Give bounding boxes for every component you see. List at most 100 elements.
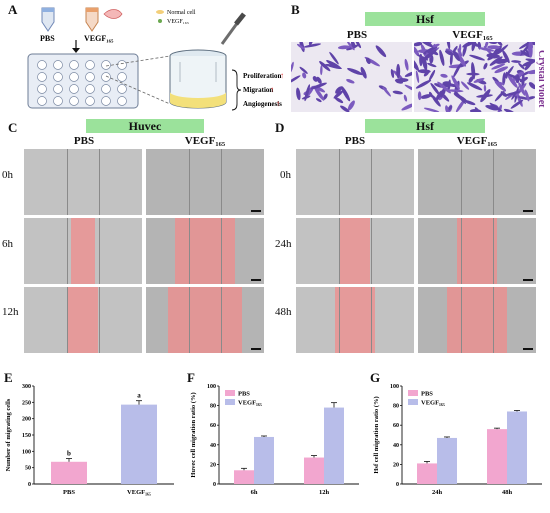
stained-cell bbox=[461, 81, 470, 90]
y-tick-label: 40 bbox=[210, 443, 216, 449]
stained-cell bbox=[430, 82, 441, 96]
stained-cell bbox=[442, 83, 448, 88]
stained-cell bbox=[395, 79, 404, 84]
hsf-image-r0-c0 bbox=[296, 149, 414, 215]
stained-cell bbox=[524, 59, 533, 71]
x-tick-label: VEGF₁₆₅ bbox=[127, 489, 151, 496]
y-tick-label: 0 bbox=[213, 482, 216, 488]
stained-cell bbox=[382, 86, 391, 97]
bar bbox=[417, 463, 437, 484]
stained-cell bbox=[333, 90, 344, 99]
stained-cell bbox=[340, 105, 350, 112]
outcome-angiogenesis: Angiogenesis bbox=[243, 100, 282, 108]
stained-cell bbox=[299, 66, 308, 74]
stained-cell bbox=[507, 74, 518, 88]
legend-entry: PBS bbox=[421, 391, 433, 398]
stained-cell bbox=[375, 45, 387, 58]
stained-cell bbox=[364, 56, 381, 67]
plate-well bbox=[101, 60, 111, 70]
stained-cell bbox=[396, 63, 401, 79]
stained-cell bbox=[446, 89, 464, 93]
plate-well bbox=[69, 60, 79, 70]
huvec-image-r2-c1 bbox=[146, 287, 264, 353]
stained-cell bbox=[337, 45, 351, 50]
stained-cell bbox=[496, 42, 503, 46]
y-tick-label: 80 bbox=[393, 404, 399, 410]
stained-cell bbox=[525, 42, 535, 46]
legend-vegf-text: VEGF₁₆₅ bbox=[167, 19, 189, 25]
crystal-violet-side-label: Crystal violet bbox=[528, 48, 547, 118]
stained-cell bbox=[496, 44, 509, 55]
stained-cell bbox=[319, 61, 331, 72]
stained-cell bbox=[303, 43, 321, 48]
transwell-beaker-icon bbox=[169, 49, 227, 109]
y-tick-label: 100 bbox=[207, 384, 216, 390]
plate-well bbox=[37, 84, 47, 94]
legend-entry: PBS bbox=[238, 391, 250, 398]
legend-swatch bbox=[408, 390, 418, 396]
y-tick-label: 80 bbox=[210, 404, 216, 410]
plate-well bbox=[101, 96, 111, 106]
stained-cell bbox=[445, 48, 454, 53]
hsf-image-r0-c1 bbox=[418, 149, 536, 215]
bar bbox=[507, 411, 527, 484]
stained-cell bbox=[515, 74, 520, 84]
stained-cell bbox=[314, 86, 325, 101]
plate-well bbox=[53, 72, 63, 82]
plate-well bbox=[101, 72, 111, 82]
stained-cell bbox=[483, 84, 487, 92]
stained-cell bbox=[414, 42, 423, 47]
stained-cell bbox=[390, 69, 395, 79]
panel-c-row-12h: 12h bbox=[2, 306, 19, 318]
stained-cell bbox=[315, 98, 322, 103]
pipette-icon bbox=[234, 12, 246, 26]
crystal-violet-pbs-image bbox=[291, 42, 412, 112]
bar bbox=[51, 461, 87, 484]
stained-cell bbox=[467, 82, 483, 91]
stained-cell bbox=[334, 97, 344, 104]
plate-well bbox=[37, 72, 47, 82]
arrow-down-icon bbox=[72, 48, 80, 53]
stained-cell bbox=[347, 100, 355, 111]
stained-cell bbox=[428, 69, 436, 81]
stained-cell bbox=[453, 62, 462, 78]
plate-well bbox=[101, 84, 111, 94]
stained-cell bbox=[351, 42, 356, 49]
stained-cell bbox=[495, 81, 505, 85]
stained-cell bbox=[355, 42, 362, 49]
stained-cell bbox=[347, 67, 363, 76]
stained-cell bbox=[528, 42, 533, 58]
stained-cell bbox=[417, 69, 431, 74]
vegf-tube-icon bbox=[85, 7, 99, 32]
bar bbox=[254, 436, 274, 484]
stained-cell bbox=[320, 65, 323, 76]
stained-cell bbox=[500, 91, 508, 97]
stained-cell bbox=[480, 89, 491, 103]
plate-well bbox=[117, 96, 127, 106]
stained-cell bbox=[446, 42, 451, 50]
stained-cell bbox=[503, 108, 515, 112]
stained-cell bbox=[415, 70, 420, 83]
huvec-image-r0-c1 bbox=[146, 149, 264, 215]
stained-cell bbox=[310, 82, 327, 90]
stained-cell bbox=[485, 105, 499, 111]
stained-cell bbox=[403, 94, 408, 102]
stained-cell bbox=[316, 76, 322, 84]
y-tick-label: 200 bbox=[22, 417, 31, 423]
stained-cell bbox=[404, 70, 412, 77]
plate-well bbox=[69, 72, 79, 82]
stained-cell bbox=[423, 46, 438, 55]
stained-cell bbox=[457, 48, 463, 57]
y-tick-label: 0 bbox=[28, 482, 31, 488]
stained-cell bbox=[489, 56, 503, 66]
stained-cell bbox=[489, 102, 503, 112]
stained-cell bbox=[517, 96, 530, 100]
panel-c-row-6h: 6h bbox=[2, 238, 13, 250]
bar bbox=[304, 457, 324, 484]
vegf-molecule-icon bbox=[158, 19, 162, 23]
stained-cell bbox=[335, 86, 343, 94]
stained-cell bbox=[291, 75, 301, 84]
stained-cell bbox=[392, 90, 403, 95]
panel-label-g: G bbox=[370, 370, 381, 385]
hsf-image-r1-c0 bbox=[296, 218, 414, 284]
